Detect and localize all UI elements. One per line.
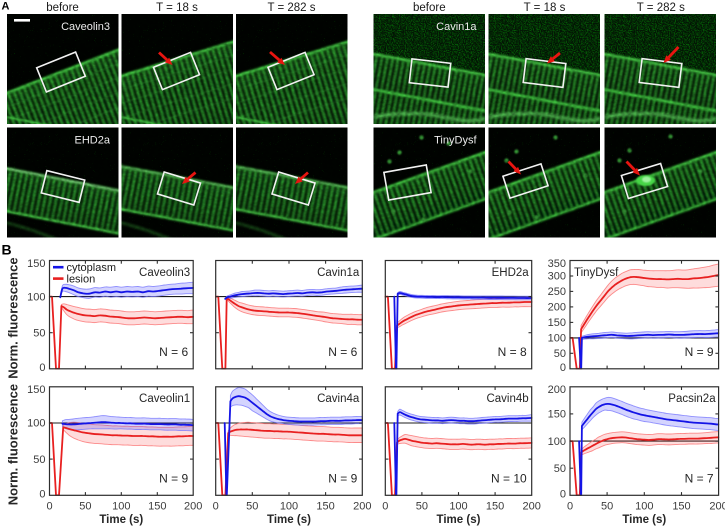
svg-text:A: A — [2, 0, 10, 12]
svg-text:150: 150 — [548, 409, 566, 421]
svg-text:100: 100 — [27, 291, 45, 303]
svg-text:Time (s): Time (s) — [267, 514, 311, 526]
svg-text:150: 150 — [672, 501, 690, 513]
svg-text:0: 0 — [567, 501, 573, 513]
svg-text:300: 300 — [548, 271, 566, 283]
svg-text:150: 150 — [148, 501, 166, 513]
svg-text:Caveolin3: Caveolin3 — [139, 267, 190, 279]
svg-text:T = 282 s: T = 282 s — [637, 2, 685, 14]
svg-text:Time (s): Time (s) — [622, 514, 666, 526]
svg-text:B: B — [2, 242, 12, 258]
svg-text:Time (s): Time (s) — [99, 514, 143, 526]
svg-text:Norm. fluorescence: Norm. fluorescence — [6, 257, 21, 378]
svg-text:cytoplasm: cytoplasm — [67, 262, 117, 274]
svg-text:0: 0 — [560, 489, 566, 501]
svg-text:50: 50 — [554, 463, 566, 475]
svg-text:0: 0 — [382, 501, 388, 513]
svg-text:N = 6: N = 6 — [159, 345, 188, 359]
svg-text:0: 0 — [39, 489, 45, 501]
svg-text:200: 200 — [353, 501, 371, 513]
svg-text:250: 250 — [548, 286, 566, 298]
svg-text:200: 200 — [548, 302, 566, 314]
svg-text:100: 100 — [548, 333, 566, 345]
svg-text:0: 0 — [46, 501, 52, 513]
svg-text:100: 100 — [112, 501, 130, 513]
svg-text:150: 150 — [486, 501, 504, 513]
svg-text:before: before — [413, 2, 446, 14]
svg-text:150: 150 — [316, 501, 334, 513]
svg-text:TinyDysf: TinyDysf — [434, 134, 477, 146]
svg-text:Time (s): Time (s) — [437, 514, 481, 526]
svg-text:100: 100 — [548, 436, 566, 448]
svg-text:Cavin1a: Cavin1a — [436, 21, 477, 33]
svg-text:0: 0 — [213, 501, 219, 513]
svg-text:100: 100 — [280, 501, 298, 513]
svg-text:Pacsin2a: Pacsin2a — [668, 393, 716, 405]
svg-text:50: 50 — [33, 327, 45, 339]
svg-text:350: 350 — [548, 258, 566, 270]
svg-text:Caveolin1: Caveolin1 — [139, 393, 190, 405]
svg-text:150: 150 — [27, 258, 45, 270]
svg-text:50: 50 — [601, 501, 613, 513]
svg-text:200: 200 — [184, 501, 202, 513]
svg-text:T = 18 s: T = 18 s — [524, 2, 566, 14]
svg-text:T = 18 s: T = 18 s — [156, 2, 198, 14]
svg-text:N = 8: N = 8 — [498, 345, 527, 359]
svg-text:TinyDysf: TinyDysf — [574, 267, 619, 279]
svg-text:Cavin4a: Cavin4a — [317, 393, 360, 405]
svg-text:50: 50 — [33, 454, 45, 466]
svg-text:50: 50 — [79, 501, 91, 513]
svg-text:N = 10: N = 10 — [491, 471, 527, 485]
svg-text:Cavin1a: Cavin1a — [317, 267, 360, 279]
svg-text:100: 100 — [27, 418, 45, 430]
svg-text:200: 200 — [523, 501, 541, 513]
svg-text:200: 200 — [709, 501, 725, 513]
svg-text:N = 6: N = 6 — [328, 345, 357, 359]
svg-text:lesion: lesion — [67, 273, 96, 285]
svg-text:EHD2a: EHD2a — [75, 134, 111, 146]
svg-text:50: 50 — [554, 348, 566, 360]
svg-text:50: 50 — [416, 501, 428, 513]
svg-text:0: 0 — [560, 362, 566, 374]
svg-text:150: 150 — [548, 317, 566, 329]
svg-text:T = 282 s: T = 282 s — [267, 2, 315, 14]
svg-text:N = 9: N = 9 — [328, 471, 357, 485]
svg-text:100: 100 — [635, 501, 653, 513]
svg-text:N = 9: N = 9 — [685, 345, 714, 359]
svg-text:Norm. fluorescence: Norm. fluorescence — [6, 384, 21, 505]
svg-text:EHD2a: EHD2a — [492, 267, 530, 279]
svg-text:50: 50 — [246, 501, 258, 513]
svg-text:Caveolin3: Caveolin3 — [61, 21, 110, 33]
svg-text:N = 9: N = 9 — [159, 471, 188, 485]
svg-text:N = 7: N = 7 — [685, 471, 714, 485]
svg-text:150: 150 — [27, 384, 45, 396]
svg-text:Cavin4b: Cavin4b — [486, 393, 528, 405]
svg-text:100: 100 — [449, 501, 467, 513]
svg-text:200: 200 — [548, 384, 566, 396]
svg-text:0: 0 — [39, 362, 45, 374]
svg-text:before: before — [46, 2, 79, 14]
